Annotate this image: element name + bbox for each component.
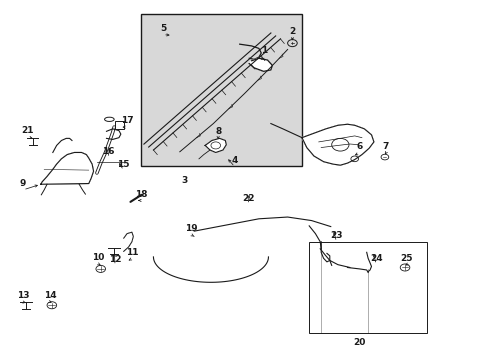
Bar [308,242,426,333]
Text: 22: 22 [242,194,254,203]
Text: 6: 6 [356,142,362,151]
Text: 16: 16 [102,147,114,156]
Text: 25: 25 [399,254,412,263]
Text: 1: 1 [260,46,266,55]
Text: 8: 8 [215,127,221,136]
Text: 23: 23 [329,231,342,240]
Text: 10: 10 [92,253,104,262]
Text: 11: 11 [125,248,138,257]
Polygon shape [302,124,373,165]
Text: 14: 14 [44,291,57,300]
Polygon shape [41,153,93,184]
Text: 19: 19 [185,224,198,233]
Text: 20: 20 [353,338,365,347]
Text: 17: 17 [121,116,133,125]
Text: 9: 9 [20,179,26,188]
Bar [141,14,302,166]
Text: 24: 24 [369,254,382,263]
Polygon shape [249,58,272,71]
Text: 4: 4 [231,156,238,165]
Ellipse shape [104,117,114,121]
Text: 15: 15 [117,159,130,168]
Text: 21: 21 [21,126,34,135]
Polygon shape [205,138,226,153]
Text: 5: 5 [160,24,166,33]
Text: 18: 18 [135,190,147,199]
Text: 13: 13 [17,291,29,300]
Text: 7: 7 [382,142,388,151]
Text: 2: 2 [289,27,295,36]
Text: 12: 12 [109,255,121,264]
Bar [115,121,123,129]
Polygon shape [123,232,133,251]
Text: 3: 3 [181,176,187,185]
